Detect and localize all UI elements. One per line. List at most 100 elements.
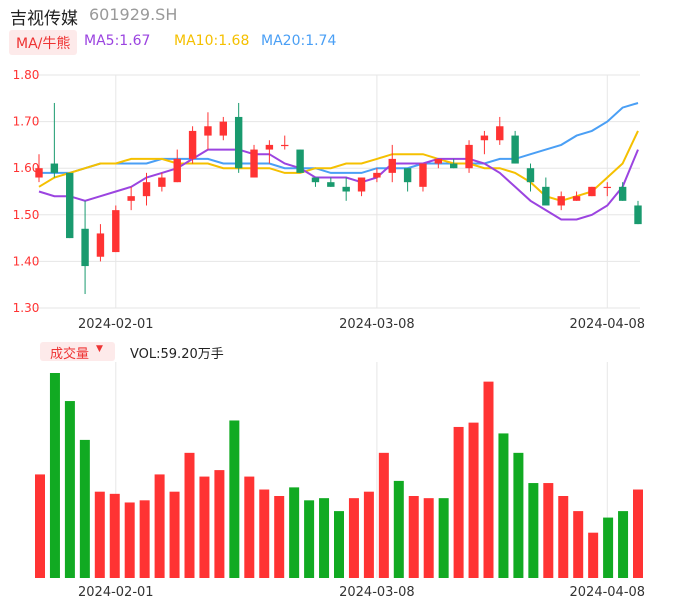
volume-bar <box>633 489 643 578</box>
volume-bar <box>289 487 300 578</box>
candle-body <box>496 126 504 141</box>
price-tick-label: 1.40 <box>13 254 40 268</box>
candle-body <box>35 168 43 178</box>
ma20-legend: MA20:1.74 <box>261 33 337 49</box>
volume-bar <box>363 491 374 578</box>
volume-bar <box>274 496 285 578</box>
stock-name: 吉视传媒 <box>10 9 78 29</box>
volume-bar <box>199 476 210 578</box>
ma10-legend: MA10:1.68 <box>174 33 250 49</box>
candle-body <box>296 149 304 173</box>
date-tick-label: 2024-04-08 <box>570 585 646 600</box>
ma20-line <box>39 102 639 174</box>
volume-bar <box>543 483 554 578</box>
volume-bar <box>334 511 344 578</box>
volume-bar <box>438 498 449 578</box>
volume-bar <box>79 439 90 578</box>
ma10-line <box>38 130 639 202</box>
candle-body <box>219 121 228 136</box>
candle-body <box>542 186 550 206</box>
volume-bar <box>618 511 629 578</box>
candle-body <box>234 116 243 169</box>
volume-indicator-dropdown[interactable]: 成交量 ▼ <box>40 342 115 362</box>
candle-body <box>434 158 443 164</box>
volume-value: VOL:59.20万手 <box>130 347 224 362</box>
volume-bar <box>528 483 539 578</box>
volume-bar <box>124 502 135 578</box>
candle-body <box>188 130 197 159</box>
candle-body <box>588 186 596 197</box>
volume-bar <box>393 480 404 578</box>
date-tick-label: 2024-04-08 <box>570 317 646 332</box>
candle-body <box>66 172 74 239</box>
stock-code: 601929.SH <box>89 5 178 24</box>
volume-bar <box>483 381 494 578</box>
ma5-legend: MA5:1.67 <box>84 33 151 49</box>
volume-bar <box>49 373 60 578</box>
volume-bar <box>304 500 315 578</box>
volume-bar <box>169 491 180 578</box>
candle-body <box>112 210 120 253</box>
price-tick-label: 1.80 <box>13 68 40 82</box>
candle-body <box>50 163 59 173</box>
date-tick-label: 2024-02-01 <box>78 317 154 332</box>
candle-body <box>572 196 581 201</box>
candle-body <box>142 182 151 197</box>
volume-bar <box>229 420 240 578</box>
candle-body <box>96 233 105 257</box>
volume-bar <box>184 452 195 578</box>
volume-bar <box>259 489 270 578</box>
volume-bar <box>214 470 225 578</box>
volume-bar <box>139 500 150 578</box>
candle-body <box>342 186 350 192</box>
volume-bar <box>558 496 569 578</box>
candle-body <box>357 177 366 192</box>
candle-body <box>603 186 611 189</box>
volume-bar <box>513 452 524 578</box>
ma-toggle-label: MA/牛熊 <box>16 36 71 52</box>
candle-body <box>373 172 381 178</box>
volume-bar <box>348 498 359 578</box>
ma-toggle-button[interactable]: MA/牛熊 <box>9 30 77 55</box>
date-tick-label: 2024-03-08 <box>339 317 415 332</box>
candle-body <box>127 196 135 201</box>
candle-body <box>634 205 642 225</box>
volume-bar <box>154 474 165 578</box>
candle-body <box>511 135 519 164</box>
candle-body <box>526 168 535 183</box>
candle-body <box>618 186 627 201</box>
volume-bar <box>498 433 509 578</box>
candle-body <box>265 144 274 150</box>
candle-body <box>403 168 412 183</box>
volume-bar <box>94 491 105 578</box>
candle-body <box>81 228 89 267</box>
candle-body <box>465 144 473 169</box>
volume-bar <box>109 493 120 578</box>
candle-body <box>204 126 212 136</box>
volume-indicator-label: 成交量 <box>50 347 90 362</box>
volume-bar <box>573 511 584 578</box>
price-tick-label: 1.30 <box>13 301 40 315</box>
date-tick-label: 2024-03-08 <box>339 585 415 600</box>
price-tick-label: 1.50 <box>13 208 40 222</box>
volume-bar <box>453 426 464 578</box>
candle-body <box>281 144 289 147</box>
price-tick-label: 1.70 <box>13 115 40 129</box>
volume-bar <box>423 498 434 578</box>
price-tick-label: 1.60 <box>13 161 40 175</box>
volume-bar <box>244 476 255 578</box>
date-tick-label: 2024-02-01 <box>78 585 154 600</box>
volume-bar <box>588 532 599 578</box>
candle-body <box>250 149 258 178</box>
candle-body <box>480 135 489 141</box>
candle-body <box>449 163 458 169</box>
volume-bar <box>64 401 75 578</box>
candle-body <box>557 196 565 206</box>
candle-body <box>388 158 396 173</box>
candle-body <box>327 182 335 187</box>
volume-bar <box>408 496 419 578</box>
dropdown-arrow-icon: ▼ <box>96 344 103 354</box>
volume-bar <box>319 498 330 578</box>
volume-bar <box>603 517 614 578</box>
